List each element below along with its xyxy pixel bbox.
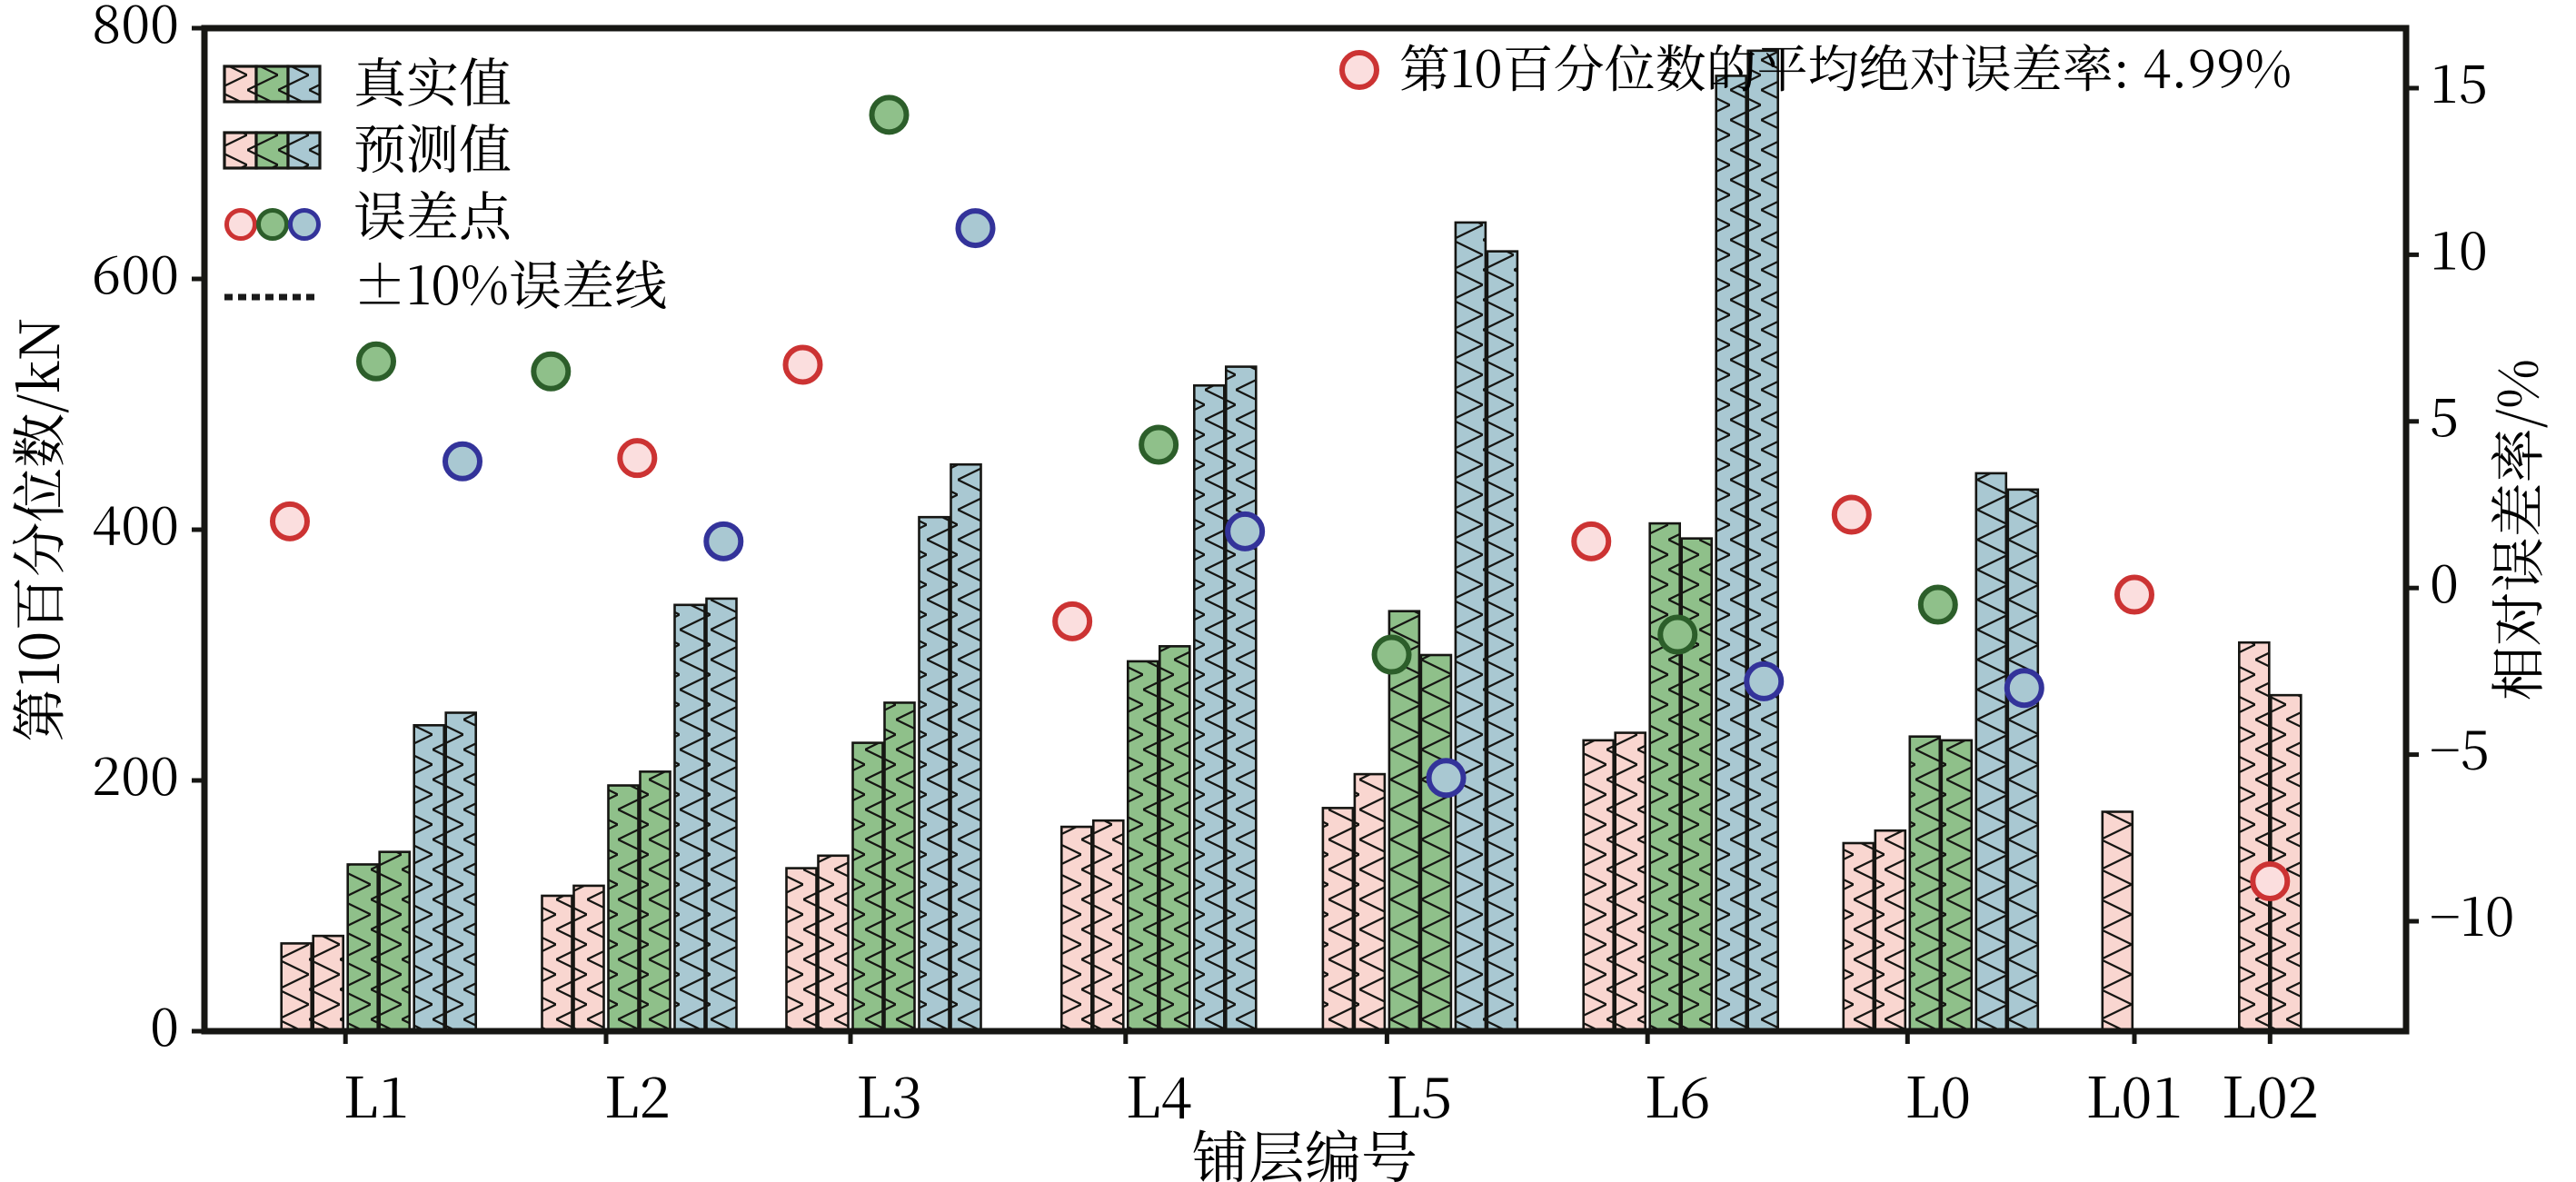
svg-text:L3: L3 <box>856 1053 922 1134</box>
svg-text:第10百分位数/kN: 第10百分位数/kN <box>0 318 75 742</box>
svg-text:0: 0 <box>2430 541 2459 618</box>
svg-text:L1: L1 <box>343 1053 410 1134</box>
svg-text:L6: L6 <box>1645 1053 1711 1134</box>
svg-text:L01: L01 <box>2086 1053 2183 1134</box>
svg-text:±10%误差线: ±10%误差线 <box>353 243 667 320</box>
svg-text:相对误差率/%: 相对误差率/% <box>2476 359 2554 701</box>
svg-text:−10: −10 <box>2430 875 2514 951</box>
svg-text:400: 400 <box>92 483 179 560</box>
svg-text:10: 10 <box>2430 208 2488 284</box>
svg-text:200: 200 <box>92 734 179 810</box>
svg-text:L2: L2 <box>604 1053 671 1134</box>
svg-text:误差点: 误差点 <box>353 174 512 251</box>
svg-text:5: 5 <box>2430 375 2459 452</box>
svg-text:第10百分位数的平均绝对误差率: 4.99%: 第10百分位数的平均绝对误差率: 4.99% <box>1399 30 2292 103</box>
svg-text:L02: L02 <box>2222 1053 2319 1134</box>
svg-text:真实值: 真实值 <box>353 41 512 117</box>
svg-text:铺层编号: 铺层编号 <box>1192 1113 1417 1182</box>
svg-text:L4: L4 <box>1126 1053 1192 1134</box>
svg-text:预测值: 预测值 <box>353 107 512 184</box>
svg-text:−5: −5 <box>2430 709 2490 785</box>
svg-text:L0: L0 <box>1905 1053 1971 1134</box>
svg-text:0: 0 <box>150 985 179 1061</box>
svg-text:15: 15 <box>2430 42 2488 118</box>
svg-text:600: 600 <box>92 233 179 309</box>
svg-text:800: 800 <box>92 0 179 58</box>
